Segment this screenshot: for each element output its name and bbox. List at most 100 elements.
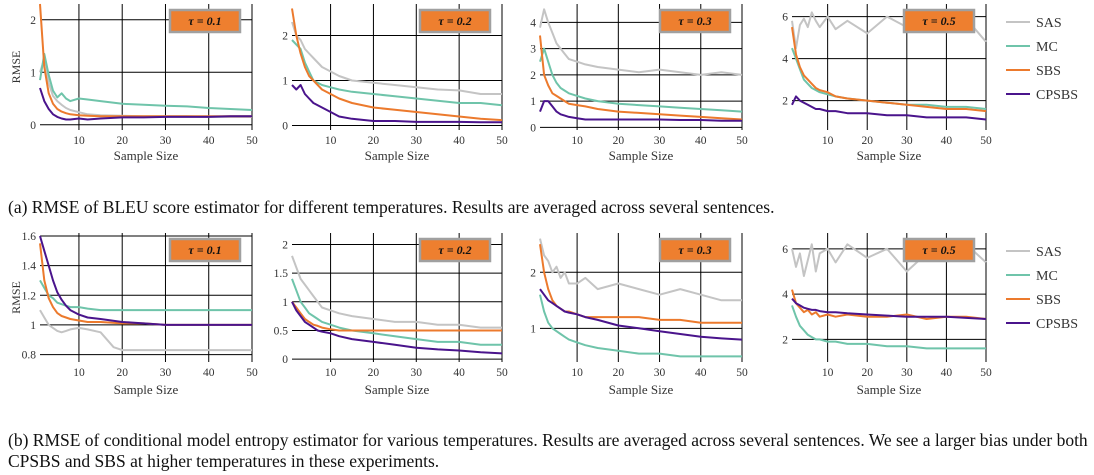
x-tick-label: 50 xyxy=(736,367,748,379)
legend-label-mc: MC xyxy=(1036,40,1058,55)
y-tick-label: 2 xyxy=(530,267,536,279)
x-tick-label: 10 xyxy=(571,135,583,147)
x-tick-label: 50 xyxy=(496,135,508,147)
series-line-sas xyxy=(291,21,502,95)
legend-label-sas: SAS xyxy=(1036,245,1062,260)
y-tick-label: 2 xyxy=(282,239,288,251)
x-axis-label: Sample Size xyxy=(857,382,922,397)
x-tick-label: 50 xyxy=(246,367,258,379)
x-tick-label: 20 xyxy=(613,367,625,379)
series-line-cpsbs xyxy=(39,235,252,326)
series-line-mc xyxy=(291,39,503,107)
tau-badge-label: τ = 0.1 xyxy=(188,243,221,257)
tau-badge-label: τ = 0.5 xyxy=(922,14,955,28)
legend-label-cpsbs: CPSBS xyxy=(1036,88,1078,103)
y-tick-label: 3 xyxy=(530,44,536,56)
tau-badge xyxy=(418,8,492,34)
x-tick-label: 30 xyxy=(160,135,172,147)
y-tick-label: 2 xyxy=(782,96,788,108)
y-tick-label: 0 xyxy=(30,120,36,132)
caption-a-prefix: (a) RMSE of xyxy=(8,197,103,217)
y-tick-label: 1 xyxy=(30,67,36,79)
x-tick-label: 30 xyxy=(901,135,913,147)
y-tick-label: 4 xyxy=(782,54,788,66)
series-line-mc xyxy=(539,294,742,358)
chart-panel-b-2: 10 20 30 40 50 0 0.5 1 1.5 2 Sample Size τ = 0.2 xyxy=(274,233,508,397)
y-tick-label: 4 xyxy=(530,17,536,29)
chart-panel-a-4: 10 20 30 40 50 2 4 6 Sample Size τ = 0.5 xyxy=(782,4,992,163)
caption-a-metric: BLEU xyxy=(102,197,149,217)
x-axis-label: Sample Size xyxy=(365,382,430,397)
y-tick-label: 1.4 xyxy=(22,261,37,273)
y-tick-label: 4 xyxy=(782,289,788,301)
chart-panel-a-1: 10 20 30 40 50 0 1 2 Sample Size RMSE τ = 0.1 xyxy=(9,3,258,163)
x-tick-label: 20 xyxy=(861,367,873,379)
x-axis-label: Sample Size xyxy=(114,148,179,163)
y-tick-label: 1.2 xyxy=(22,290,37,302)
x-tick-label: 10 xyxy=(325,367,337,379)
chart-panel-b-3: 10 20 30 40 50 1 2 Sample Size τ = 0.3 xyxy=(530,233,748,397)
series-line-cpsbs xyxy=(291,301,503,355)
series-line-sas xyxy=(39,309,252,352)
y-tick-label: 0.5 xyxy=(274,325,289,337)
tau-badge xyxy=(902,8,976,34)
x-tick-label: 50 xyxy=(736,135,748,147)
tau-badge-label: τ = 0.2 xyxy=(438,243,471,257)
series-line-mc xyxy=(39,279,252,312)
series-line-sbs xyxy=(791,289,987,320)
series-line-mc xyxy=(791,47,987,110)
series-line-sbs xyxy=(791,26,987,113)
y-tick-label: 6 xyxy=(782,12,788,24)
tau-badge-label: τ = 0.2 xyxy=(438,14,471,28)
y-axis-label: RMSE xyxy=(9,51,23,84)
caption-b: (b) RMSE of conditional model entropy es… xyxy=(8,430,1088,471)
x-tick-label: 40 xyxy=(453,367,465,379)
x-axis-label: Sample Size xyxy=(609,148,674,163)
series-line-cpsbs xyxy=(539,100,742,122)
series-line-cpsbs xyxy=(39,87,252,121)
y-tick-label: 6 xyxy=(782,244,788,256)
tau-badge xyxy=(168,237,242,263)
tau-badge-label: τ = 0.1 xyxy=(188,14,221,28)
legend-label-sbs: SBS xyxy=(1036,293,1061,308)
figure: 10 20 30 40 50 0 1 2 Sample Size RMSE τ = 0.1 10 20 3… xyxy=(9,3,1078,397)
tau-badge-label: τ = 0.3 xyxy=(678,14,711,28)
y-tick-label: 2 xyxy=(530,70,536,82)
x-tick-label: 20 xyxy=(116,367,128,379)
x-tick-label: 20 xyxy=(368,135,380,147)
series-line-mc xyxy=(39,52,253,111)
y-tick-label: 1 xyxy=(282,76,288,88)
x-tick-label: 50 xyxy=(980,135,992,147)
x-axis-label: Sample Size xyxy=(857,148,922,163)
y-tick-label: 1 xyxy=(30,320,36,332)
tau-badge-label: τ = 0.3 xyxy=(678,243,711,257)
series-line-sbs xyxy=(291,8,503,122)
y-tick-label: 2 xyxy=(282,31,288,43)
tau-badge xyxy=(658,237,732,263)
x-tick-label: 40 xyxy=(453,135,465,147)
y-tick-label: 1 xyxy=(530,96,536,108)
series-line-sas xyxy=(291,255,502,329)
x-tick-label: 20 xyxy=(861,135,873,147)
y-tick-label: 1.6 xyxy=(22,231,37,243)
tau-badge xyxy=(418,237,492,263)
x-tick-label: 40 xyxy=(695,367,707,379)
legend-label-sbs: SBS xyxy=(1036,64,1061,79)
series-line-cpsbs xyxy=(291,84,502,124)
x-tick-label: 30 xyxy=(654,367,666,379)
x-tick-label: 40 xyxy=(695,135,707,147)
x-tick-label: 20 xyxy=(368,367,380,379)
x-tick-label: 20 xyxy=(613,135,625,147)
legend-label-sas: SAS xyxy=(1036,16,1062,31)
caption-a-suffix: score estimator for different temperatur… xyxy=(148,197,775,217)
x-tick-label: 50 xyxy=(496,367,508,379)
x-tick-label: 10 xyxy=(822,135,834,147)
legend-label-mc: MC xyxy=(1036,269,1058,284)
x-tick-label: 30 xyxy=(654,135,666,147)
x-tick-label: 40 xyxy=(203,135,215,147)
x-tick-label: 10 xyxy=(73,135,85,147)
x-tick-label: 30 xyxy=(411,367,423,379)
series-line-sbs xyxy=(539,35,743,121)
tau-badge-label: τ = 0.5 xyxy=(922,243,955,257)
legend-label-cpsbs: CPSBS xyxy=(1036,317,1078,332)
